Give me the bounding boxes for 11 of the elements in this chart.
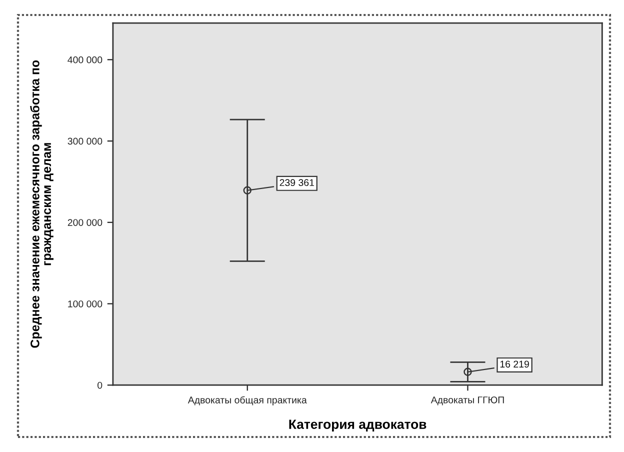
data-label: 239 361 xyxy=(280,179,314,186)
y-tick-label: 100 000 xyxy=(68,300,102,308)
x-tick-label: Адвокаты общая практика xyxy=(188,396,307,406)
x-tick-label: Адвокаты ГГЮП xyxy=(430,396,504,406)
y-tick-label: 0 xyxy=(98,382,102,389)
y-axis-title: Среднее значение ежемесячного заработка по гражданским делам xyxy=(30,60,54,348)
y-tick-label: 200 000 xyxy=(68,219,102,226)
x-axis-title: Категория адвокатов xyxy=(289,420,426,432)
y-tick-label: 300 000 xyxy=(68,138,102,145)
y-tick-label: 400 000 xyxy=(68,56,102,64)
data-label: 16 219 xyxy=(500,360,529,368)
